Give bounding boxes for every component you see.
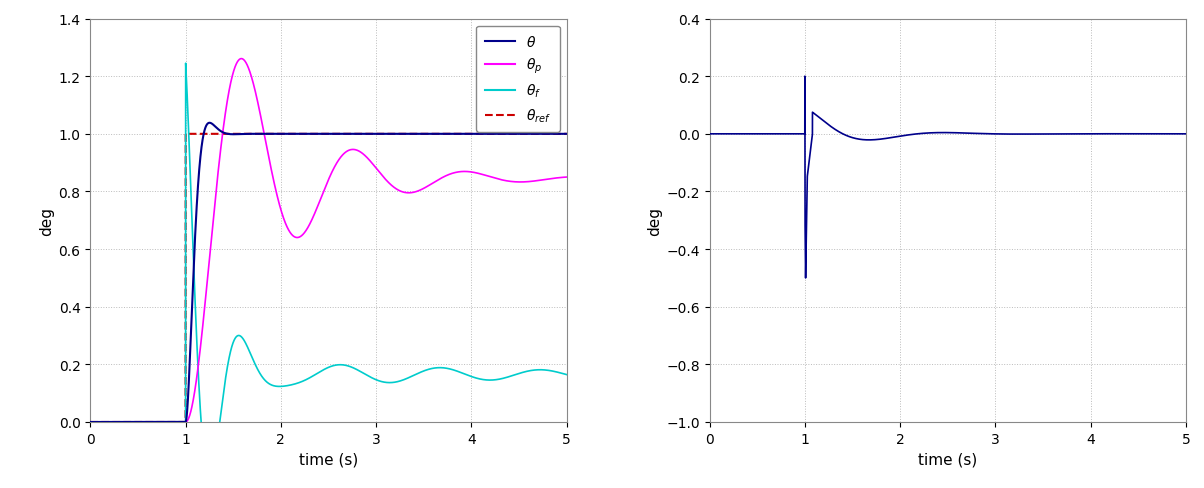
Y-axis label: deg: deg	[40, 206, 54, 235]
X-axis label: time (s): time (s)	[299, 451, 358, 467]
X-axis label: time (s): time (s)	[919, 451, 978, 467]
Legend: $\theta$, $\theta_p$, $\theta_f$, $\theta_{ref}$: $\theta$, $\theta_p$, $\theta_f$, $\thet…	[477, 26, 560, 133]
Y-axis label: deg: deg	[647, 206, 662, 235]
